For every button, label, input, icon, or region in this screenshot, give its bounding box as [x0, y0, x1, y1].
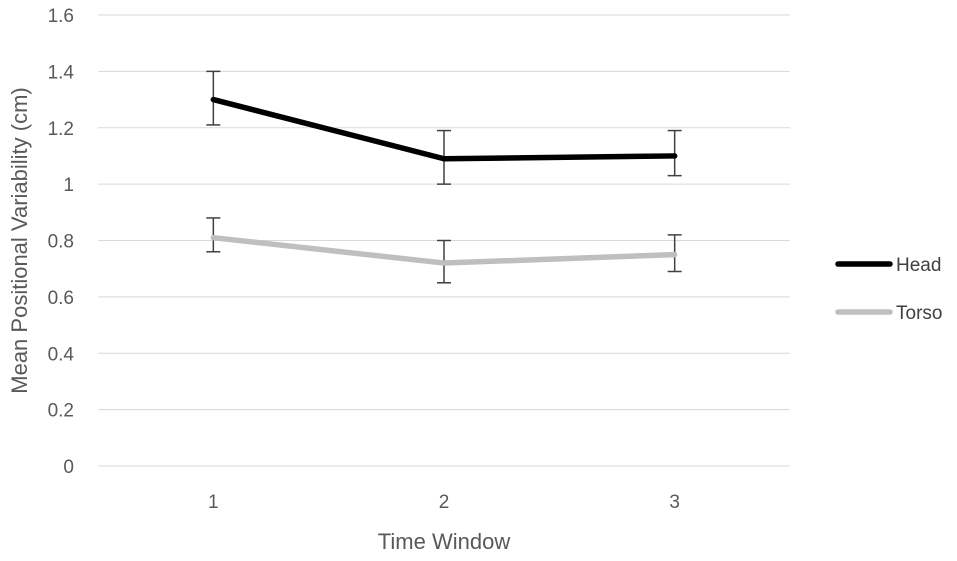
y-tick-label: 0.2 — [48, 401, 74, 422]
x-tick-label: 1 — [208, 492, 219, 513]
y-tick-label: 1.6 — [48, 6, 74, 27]
legend-label: Head — [896, 255, 941, 276]
y-tick-label: 0.8 — [48, 232, 74, 253]
legend-item: Torso — [838, 303, 942, 324]
x-axis-title: Time Window — [378, 529, 511, 554]
legend-item: Head — [838, 255, 941, 276]
y-tick-label: 0 — [63, 457, 74, 478]
legend: Head Torso — [838, 255, 942, 324]
series-group — [206, 71, 681, 282]
error-bar — [206, 218, 220, 252]
error-bar — [668, 131, 682, 176]
x-tick-label: 2 — [439, 492, 450, 513]
y-tick-label: 0.6 — [48, 288, 74, 309]
x-tick-label: 3 — [669, 492, 680, 513]
y-tick-label: 1.4 — [48, 62, 75, 83]
legend-label: Torso — [896, 303, 942, 324]
x-axis-tick-labels: 1 2 3 — [208, 492, 680, 513]
y-tick-label: 0.4 — [48, 344, 75, 365]
y-tick-label: 1.2 — [48, 119, 74, 140]
y-axis-tick-labels: 0 0.2 0.4 0.6 0.8 1 1.2 1.4 1.6 — [48, 6, 75, 478]
series-torso — [206, 218, 681, 283]
y-axis-title: Mean Positional Variability (cm) — [7, 87, 32, 393]
y-tick-label: 1 — [63, 175, 74, 196]
